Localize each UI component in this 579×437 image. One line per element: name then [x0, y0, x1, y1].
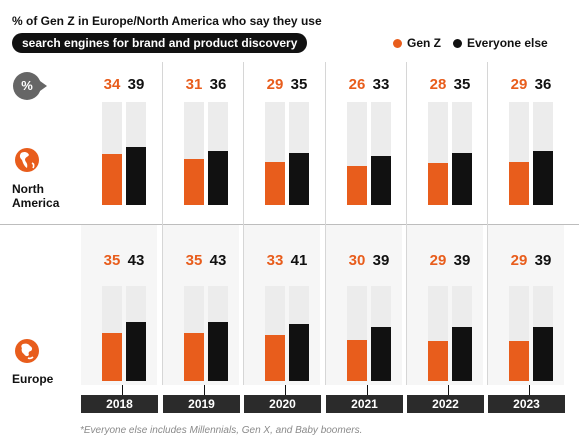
x-tick-label: 2019 — [163, 395, 240, 413]
region-label-europe: Europe — [12, 372, 54, 386]
x-tick-label: 2021 — [326, 395, 403, 413]
region-label-line: North — [12, 182, 44, 196]
data-label-genz: 31 — [185, 76, 203, 93]
data-label-everyone-else: 41 — [290, 252, 308, 269]
data-label-genz: 35 — [103, 252, 121, 269]
region-label-north-america: North America — [12, 182, 82, 210]
bar-genz — [428, 163, 448, 205]
chart-title-highlight: search engines for brand and product dis… — [12, 33, 308, 53]
globe-americas-icon — [15, 148, 39, 172]
bar-everyone-else — [208, 321, 228, 381]
data-label-everyone-else: 43 — [209, 252, 227, 269]
bar-genz — [265, 161, 285, 205]
bar-genz — [102, 154, 122, 205]
data-label-everyone-else: 43 — [127, 252, 145, 269]
legend-dot-else — [453, 39, 462, 48]
legend-dot-genz — [393, 39, 402, 48]
x-tick-label: 2020 — [244, 395, 321, 413]
percent-badge: % — [13, 72, 47, 100]
bar-everyone-else — [208, 151, 228, 205]
bar-everyone-else — [452, 152, 472, 205]
data-label-everyone-else: 35 — [290, 76, 308, 93]
x-tick-label: 2022 — [407, 395, 484, 413]
bar-everyone-else — [533, 327, 553, 381]
bar-everyone-else — [126, 146, 146, 205]
data-label-genz: 29 — [510, 252, 528, 269]
bar-everyone-else — [452, 327, 472, 381]
data-label-everyone-else: 35 — [453, 76, 471, 93]
bar-genz — [184, 158, 204, 205]
bar-everyone-else — [371, 327, 391, 381]
column-separator — [406, 62, 407, 385]
data-label-genz: 35 — [185, 252, 203, 269]
data-label-everyone-else: 39 — [127, 76, 145, 93]
data-label-everyone-else: 36 — [209, 76, 227, 93]
legend-item-genz: Gen Z — [393, 36, 441, 50]
data-label-everyone-else: 39 — [372, 252, 390, 269]
bar-genz — [509, 340, 529, 381]
chart-title: % of Gen Z in Europe/North America who s… — [12, 14, 322, 28]
bar-genz — [102, 332, 122, 381]
bar-everyone-else — [533, 151, 553, 205]
legend-item-else: Everyone else — [453, 36, 548, 50]
axis-tick — [204, 385, 205, 395]
data-label-genz: 26 — [348, 76, 366, 93]
data-label-everyone-else: 39 — [453, 252, 471, 269]
footnote: *Everyone else includes Millennials, Gen… — [80, 425, 363, 436]
bar-genz — [184, 332, 204, 381]
data-label-everyone-else: 33 — [372, 76, 390, 93]
bar-genz — [347, 339, 367, 381]
data-label-everyone-else: 39 — [534, 252, 552, 269]
axis-tick — [529, 385, 530, 395]
axis-tick — [122, 385, 123, 395]
data-label-genz: 33 — [266, 252, 284, 269]
column-separator — [243, 62, 244, 385]
bar-genz — [265, 335, 285, 381]
axis-tick — [285, 385, 286, 395]
region-divider — [0, 224, 579, 225]
bar-everyone-else — [289, 324, 309, 381]
axis-tick — [367, 385, 368, 395]
data-label-genz: 34 — [103, 76, 121, 93]
data-label-genz: 29 — [510, 76, 528, 93]
data-label-genz: 28 — [429, 76, 447, 93]
bar-genz — [347, 166, 367, 205]
region-label-line: America — [12, 196, 60, 210]
bar-everyone-else — [289, 152, 309, 205]
column-separator — [487, 62, 488, 385]
axis-tick — [448, 385, 449, 395]
data-label-genz: 29 — [266, 76, 284, 93]
legend-label-else: Everyone else — [467, 36, 548, 50]
bar-genz — [509, 161, 529, 205]
x-tick-label: 2018 — [81, 395, 158, 413]
bar-genz — [428, 340, 448, 381]
column-separator — [162, 62, 163, 385]
data-label-genz: 30 — [348, 252, 366, 269]
bar-everyone-else — [371, 155, 391, 205]
bar-everyone-else — [126, 321, 146, 381]
column-separator — [325, 62, 326, 385]
data-label-everyone-else: 36 — [534, 76, 552, 93]
data-label-genz: 29 — [429, 252, 447, 269]
globe-europe-icon — [15, 339, 39, 363]
legend-label-genz: Gen Z — [407, 36, 442, 50]
x-tick-label: 2023 — [488, 395, 565, 413]
